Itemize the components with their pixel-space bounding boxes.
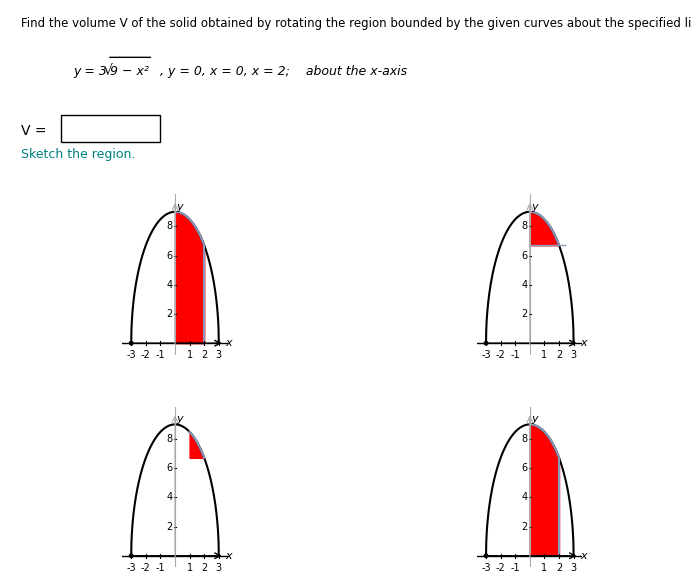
Text: 4: 4 xyxy=(167,492,173,503)
Text: y: y xyxy=(531,201,538,211)
Text: 2: 2 xyxy=(522,522,528,532)
Text: -1: -1 xyxy=(511,563,520,573)
Text: y = 3: y = 3 xyxy=(74,65,108,78)
Text: -1: -1 xyxy=(511,350,520,361)
Text: 2: 2 xyxy=(201,350,207,361)
Text: y: y xyxy=(176,201,183,211)
Text: 6: 6 xyxy=(167,251,173,261)
Text: -3: -3 xyxy=(126,350,136,361)
Text: x: x xyxy=(225,551,232,560)
Text: -3: -3 xyxy=(126,563,136,573)
Text: 6: 6 xyxy=(167,463,173,473)
Text: V =: V = xyxy=(21,123,46,138)
Text: -2: -2 xyxy=(495,350,506,361)
Text: y: y xyxy=(531,414,538,424)
Text: 1: 1 xyxy=(541,350,547,361)
Text: 3: 3 xyxy=(571,350,577,361)
Text: -2: -2 xyxy=(141,563,151,573)
Text: 3: 3 xyxy=(216,350,222,361)
Text: Sketch the region.: Sketch the region. xyxy=(21,148,135,162)
Text: 6: 6 xyxy=(522,251,528,261)
Text: 6: 6 xyxy=(522,463,528,473)
Text: -1: -1 xyxy=(155,563,165,573)
FancyBboxPatch shape xyxy=(61,115,160,142)
Text: -2: -2 xyxy=(495,563,506,573)
Text: y: y xyxy=(176,414,183,424)
Text: x: x xyxy=(580,551,587,560)
Text: 2: 2 xyxy=(201,563,207,573)
Text: 2: 2 xyxy=(167,522,173,532)
Text: 4: 4 xyxy=(522,280,528,290)
Text: -3: -3 xyxy=(481,350,491,361)
Text: 3: 3 xyxy=(571,563,577,573)
Text: 1: 1 xyxy=(541,563,547,573)
Text: 2: 2 xyxy=(556,563,562,573)
Text: 9 − x²: 9 − x² xyxy=(111,65,149,78)
Text: 3: 3 xyxy=(216,563,222,573)
Text: 4: 4 xyxy=(167,280,173,290)
Text: Find the volume V of the solid obtained by rotating the region bounded by the gi: Find the volume V of the solid obtained … xyxy=(21,17,691,30)
Text: 1: 1 xyxy=(187,350,193,361)
Text: 4: 4 xyxy=(522,492,528,503)
Text: √: √ xyxy=(104,64,113,78)
Text: 2: 2 xyxy=(167,309,173,319)
Text: -2: -2 xyxy=(141,350,151,361)
Text: x: x xyxy=(580,338,587,348)
Text: 8: 8 xyxy=(167,221,173,232)
Text: 8: 8 xyxy=(522,221,528,232)
Text: 8: 8 xyxy=(167,434,173,444)
Text: , y = 0, x = 0, x = 2;    about the x-axis: , y = 0, x = 0, x = 2; about the x-axis xyxy=(160,65,407,78)
Text: 8: 8 xyxy=(522,434,528,444)
Text: 2: 2 xyxy=(522,309,528,319)
Text: 2: 2 xyxy=(556,350,562,361)
Text: -3: -3 xyxy=(481,563,491,573)
Text: x: x xyxy=(225,338,232,348)
Text: 1: 1 xyxy=(187,563,193,573)
Text: -1: -1 xyxy=(155,350,165,361)
